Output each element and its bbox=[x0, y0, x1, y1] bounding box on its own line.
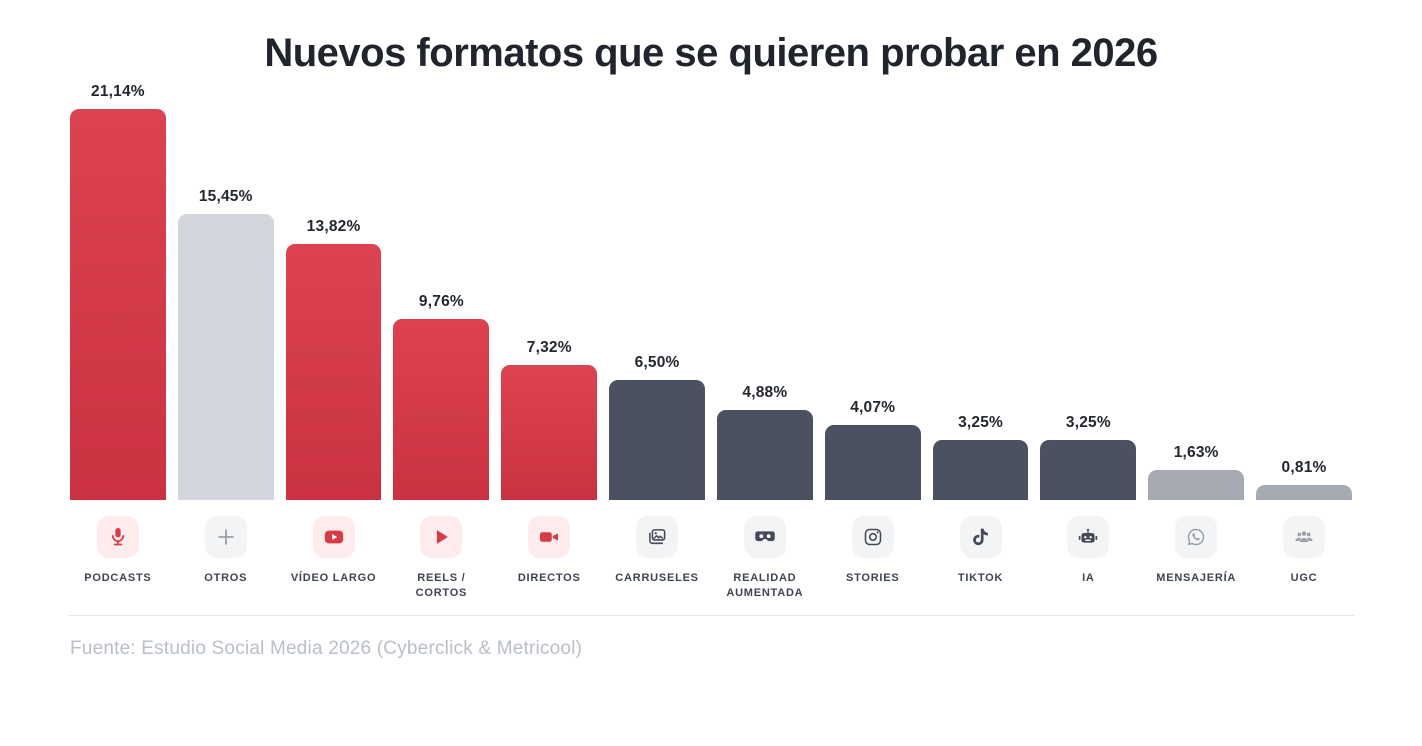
whatsapp-icon bbox=[1175, 516, 1218, 558]
bar-chart: 21,14% PODCASTS 15,45% OTROS 13,82% VÍDEO LAR… bbox=[70, 80, 1352, 601]
bar-value-label: 13,82% bbox=[306, 218, 361, 235]
carousel-icon bbox=[636, 516, 679, 558]
bar-wrap: 6,50% bbox=[609, 80, 705, 500]
bar-category-label: TIKTOK bbox=[957, 572, 1004, 584]
bar-value-label: 6,50% bbox=[634, 354, 680, 371]
tiktok-icon bbox=[959, 516, 1002, 558]
bar bbox=[177, 214, 274, 500]
bar-value-label: 4,07% bbox=[850, 399, 896, 416]
bar-value-label: 15,45% bbox=[198, 188, 253, 205]
bar-value-label: 21,14% bbox=[91, 83, 145, 100]
bar-column: 4,07% STORIES bbox=[824, 80, 921, 601]
infographic-card: Nuevos formatos que se quieren probar en… bbox=[0, 30, 1422, 746]
bar-value-label: 4,88% bbox=[742, 384, 788, 401]
bar bbox=[609, 380, 705, 500]
bar bbox=[501, 365, 598, 500]
bar-column: 1,63% MENSAJERÍA bbox=[1148, 80, 1245, 601]
bar-column: 3,25% IA bbox=[1040, 80, 1137, 601]
bar-wrap: 3,25% bbox=[932, 80, 1029, 500]
bar bbox=[1256, 485, 1352, 500]
divider bbox=[68, 615, 1354, 616]
bar-category-label: PODCASTS bbox=[84, 572, 152, 584]
bar-wrap: 13,82% bbox=[285, 80, 382, 500]
bar bbox=[285, 244, 382, 500]
bar bbox=[1040, 440, 1137, 500]
bar-column: 9,76% REELS / CORTOS bbox=[393, 80, 490, 601]
robot-icon bbox=[1067, 516, 1110, 558]
bar-column: 15,45% OTROS bbox=[177, 80, 274, 601]
bar-category-label: UGC bbox=[1290, 572, 1318, 584]
bar bbox=[393, 319, 490, 500]
vr-goggles-icon bbox=[743, 516, 786, 558]
bar-wrap: 3,25% bbox=[1040, 80, 1137, 500]
bar bbox=[824, 425, 921, 500]
bar-column: 7,32% DIRECTOS bbox=[501, 80, 598, 601]
bar-category-label: IA bbox=[1082, 572, 1095, 584]
bar bbox=[1148, 470, 1245, 500]
bar-column: 0,81% UGC bbox=[1256, 80, 1352, 601]
bar-category-label: DIRECTOS bbox=[517, 572, 581, 584]
bar-value-label: 3,25% bbox=[958, 414, 1004, 431]
bar-category-label: VÍDEO LARGO bbox=[290, 572, 377, 584]
video-camera-icon bbox=[528, 516, 571, 558]
bar-category-label: STORIES bbox=[845, 572, 900, 584]
bar-wrap: 7,32% bbox=[501, 80, 598, 500]
microphone-icon bbox=[96, 516, 139, 558]
bar-column: 3,25% TIKTOK bbox=[932, 80, 1029, 601]
bar-value-label: 3,25% bbox=[1065, 414, 1111, 431]
bar-value-label: 1,63% bbox=[1173, 444, 1219, 461]
bar-wrap: 1,63% bbox=[1148, 80, 1245, 500]
bar-column: 6,50% CARRUSELES bbox=[609, 80, 705, 601]
page-title: Nuevos formatos que se quieren probar en… bbox=[264, 31, 1158, 75]
bar-wrap: 4,88% bbox=[716, 80, 813, 500]
bar-category-label: OTROS bbox=[204, 572, 248, 584]
bar bbox=[716, 410, 813, 500]
bar-column: 4,88% REALIDAD AUMENTADA bbox=[716, 80, 813, 601]
source-caption: Fuente: Estudio Social Media 2026 (Cyber… bbox=[70, 638, 583, 659]
users-icon bbox=[1283, 516, 1326, 558]
bar-wrap: 0,81% bbox=[1256, 80, 1352, 500]
bar bbox=[70, 109, 166, 500]
instagram-icon bbox=[851, 516, 894, 558]
bar-category-label: CARRUSELES bbox=[615, 572, 699, 584]
bar-category-label: MENSAJERÍA bbox=[1156, 572, 1237, 584]
bar-column: 13,82% VÍDEO LARGO bbox=[285, 80, 382, 601]
bar-value-label: 0,81% bbox=[1281, 459, 1327, 476]
bar-category-label: REALIDAD AUMENTADA bbox=[726, 572, 804, 599]
bar-wrap: 9,76% bbox=[393, 80, 490, 500]
bar-category-label: REELS / CORTOS bbox=[415, 572, 468, 599]
bar-value-label: 7,32% bbox=[526, 339, 572, 356]
youtube-icon bbox=[312, 516, 355, 558]
bar bbox=[932, 440, 1029, 500]
play-icon bbox=[420, 516, 463, 558]
bar-wrap: 4,07% bbox=[824, 80, 921, 500]
bar-wrap: 15,45% bbox=[177, 80, 274, 500]
plus-icon bbox=[204, 516, 247, 558]
bar-wrap: 21,14% bbox=[70, 80, 166, 500]
bar-value-label: 9,76% bbox=[418, 293, 464, 310]
bar-column: 21,14% PODCASTS bbox=[70, 80, 166, 601]
